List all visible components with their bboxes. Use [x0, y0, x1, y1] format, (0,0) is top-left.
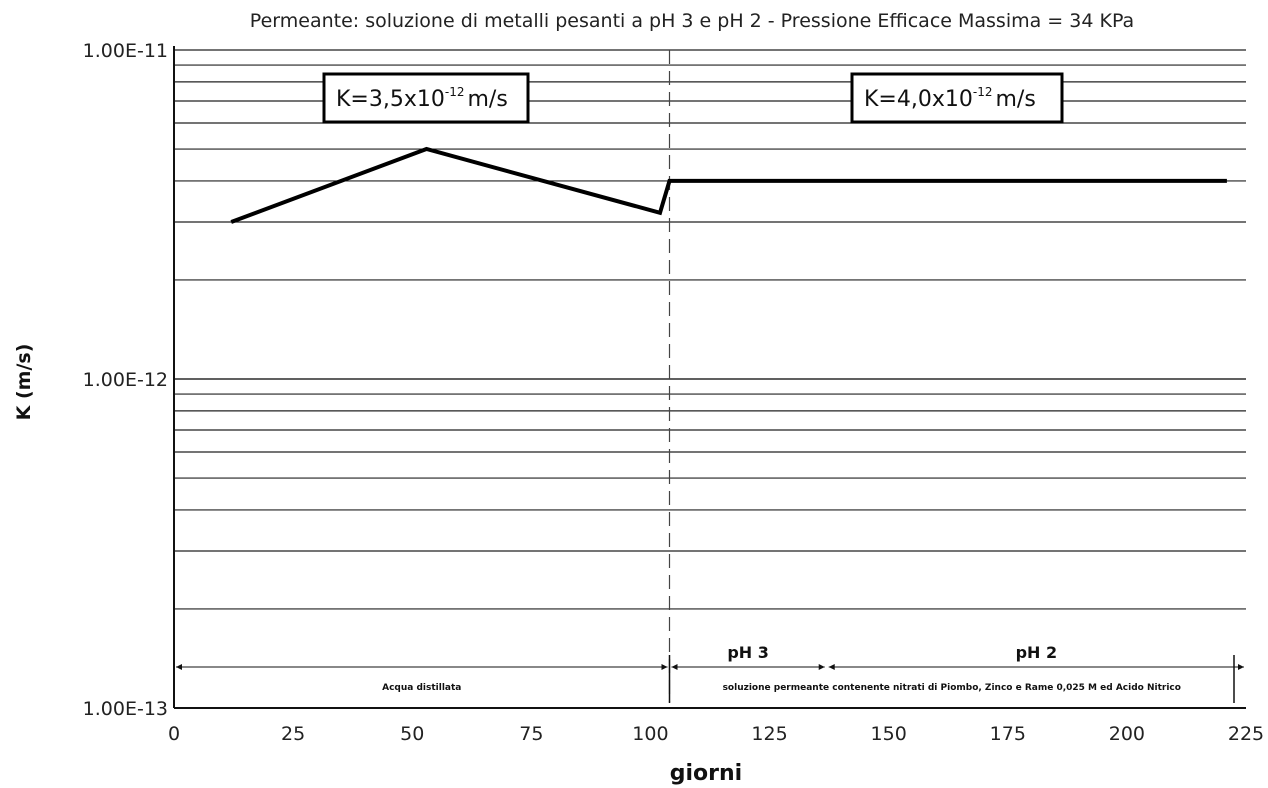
x-tick-label: 50: [400, 723, 424, 745]
x-tick-label: 125: [751, 723, 787, 745]
x-tick-label: 75: [519, 723, 543, 745]
phase-arrowhead: [828, 664, 835, 670]
phase-annotations: Acqua distillata pH 3 pH 2 soluzione permea…: [176, 643, 1244, 703]
x-tick-label: 175: [990, 723, 1026, 745]
series-layer: [230, 146, 1228, 224]
x-tick-label: 200: [1109, 723, 1145, 745]
phase-label: pH 3: [727, 643, 769, 662]
x-axis-label: giorni: [670, 761, 742, 786]
x-tick-label: 225: [1228, 723, 1264, 745]
phase-caption-shared: soluzione permeante contenente nitrati d…: [723, 683, 1181, 693]
phase-label: pH 2: [1016, 643, 1058, 662]
annotation-box-1: K=3,5x10-12 m/s: [322, 72, 530, 124]
phase-arrowhead: [661, 664, 668, 670]
axes: [173, 46, 1246, 709]
series-line: [230, 146, 1227, 224]
x-tick-label: 25: [281, 723, 305, 745]
annotation-2-text: K=4,0x10-12 m/s: [864, 85, 1036, 112]
x-tick-label: 150: [871, 723, 907, 745]
y-axis-label: K (m/s): [13, 344, 35, 421]
annotation-box-1-frame: [322, 72, 530, 124]
y-tick-label: 1.00E-12: [83, 369, 168, 391]
y-tick-label: 1.00E-11: [83, 40, 168, 62]
annotation-box-2-frame: [850, 72, 1064, 124]
phase-arrowhead: [671, 664, 678, 670]
annotation-1-text: K=3,5x10-12 m/s: [336, 85, 508, 112]
phase-arrowhead: [818, 664, 825, 670]
gridlines: [174, 49, 1246, 610]
annotation-box-2: K=4,0x10-12 m/s: [850, 72, 1064, 124]
x-tick-label: 100: [632, 723, 668, 745]
phase-caption: Acqua distillata: [382, 683, 461, 693]
phase-arrowhead: [176, 664, 182, 670]
y-tick-label: 1.00E-13: [83, 698, 168, 720]
x-tick-label: 0: [168, 723, 180, 745]
chart-title: Permeante: soluzione di metalli pesanti …: [250, 10, 1134, 32]
phase-arrowhead: [1238, 664, 1244, 670]
tick-labels: 0 25 50 75 100 125 150 175 200 225 1.00E-11 1.00E-1…: [83, 40, 1264, 745]
